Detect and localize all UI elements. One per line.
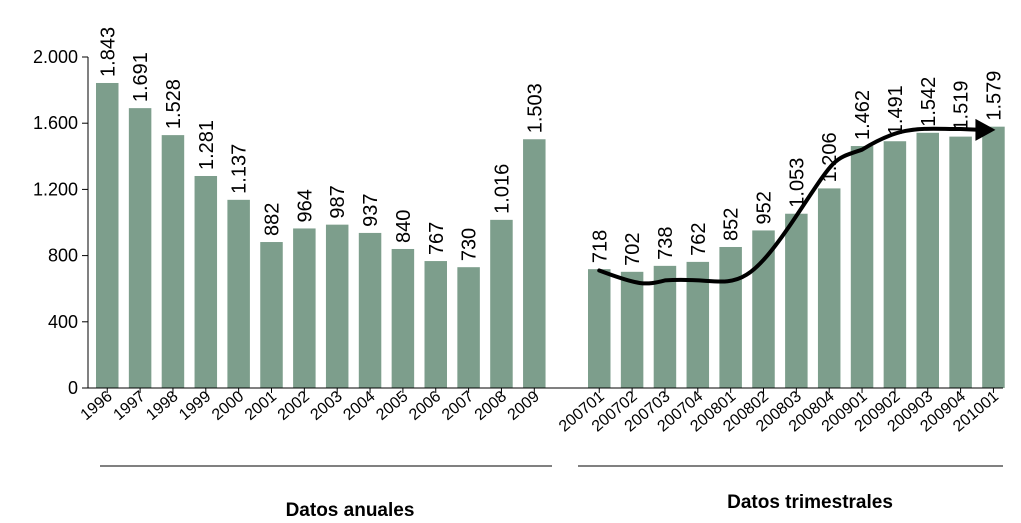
bar-value-label: 1.542 — [918, 77, 940, 127]
group-labels: Datos anuales Datos trimestrales — [100, 465, 1003, 521]
bar — [424, 261, 447, 388]
data-labels: 1.843 1.691 1.528 1.281 1.137 882 964 987 937 840… — [97, 27, 1005, 266]
bar — [391, 248, 415, 388]
x-category-label: 1997 — [110, 388, 148, 424]
bar — [982, 126, 1005, 388]
y-tick-label: 800 — [48, 246, 78, 266]
y-tick-label: 1.600 — [33, 113, 78, 133]
group-label: Datos anuales — [286, 500, 415, 521]
bar — [293, 228, 316, 388]
y-axis: 0 400 800 1.200 1.600 2.000 — [33, 47, 89, 398]
y-tick-label: 400 — [48, 312, 78, 332]
bar — [194, 175, 218, 388]
x-axis: 1996199719981999200020012002200320042005… — [78, 387, 1003, 435]
bar-value-label: 762 — [688, 223, 710, 256]
bar-value-label: 1.053 — [786, 158, 808, 208]
bar — [457, 267, 480, 388]
bar — [916, 132, 939, 388]
trend-annotation — [597, 118, 996, 286]
bar-value-label: 987 — [327, 185, 349, 218]
bar — [949, 136, 972, 388]
x-category-label: 2007 — [439, 388, 477, 424]
x-category-label: 1998 — [143, 388, 181, 424]
bar-value-label: 1.843 — [97, 27, 119, 77]
x-category-label: 2002 — [275, 388, 313, 424]
bar-value-label: 1.281 — [196, 120, 218, 170]
bar-value-label: 767 — [426, 222, 448, 255]
group-label: Datos trimestrales — [727, 492, 893, 513]
bar — [653, 265, 677, 388]
x-category-label: 2004 — [340, 388, 378, 424]
bar-value-label: 1.206 — [819, 132, 841, 182]
bar — [325, 224, 349, 388]
bar — [161, 135, 185, 388]
x-category-label: 2005 — [373, 388, 411, 424]
bar — [96, 82, 119, 389]
trend-arrow-head — [975, 118, 996, 141]
bar-value-label: 1.491 — [885, 85, 907, 135]
bar-value-label: 1.579 — [983, 71, 1005, 121]
bar-value-label: 702 — [622, 232, 644, 265]
bar — [523, 139, 546, 388]
trend-arrow-curve — [597, 126, 984, 286]
bar-value-label: 952 — [754, 191, 776, 224]
x-category-label: 1999 — [176, 388, 214, 424]
bar-value-label: 1.137 — [229, 144, 251, 194]
bar — [850, 146, 874, 388]
bar — [490, 219, 513, 388]
bar — [817, 188, 841, 388]
x-category-label: 2006 — [406, 388, 444, 424]
y-tick-label: 0 — [68, 378, 78, 398]
bar — [588, 269, 611, 388]
bar — [883, 141, 907, 388]
bar — [752, 230, 775, 388]
bar-value-label: 964 — [294, 189, 316, 222]
y-tick-label: 2.000 — [33, 47, 78, 67]
bar-value-label: 730 — [459, 228, 481, 261]
bar-value-label: 1.691 — [130, 52, 152, 102]
bar — [227, 199, 250, 388]
x-category-label: 2000 — [209, 388, 247, 424]
bar-value-label: 840 — [393, 210, 415, 243]
bar — [358, 232, 382, 388]
bar-value-label: 1.016 — [491, 164, 513, 214]
bar — [785, 213, 808, 388]
bar — [620, 271, 644, 388]
bars — [96, 82, 1005, 389]
bar-value-label: 1.528 — [163, 79, 185, 129]
bar — [260, 242, 283, 388]
bar-value-label: 1.519 — [951, 81, 973, 131]
bar — [719, 246, 742, 388]
bar-value-label: 738 — [655, 226, 677, 259]
bar-value-label: 718 — [589, 230, 611, 263]
bar-value-label: 1.462 — [852, 90, 874, 140]
bar — [128, 108, 152, 389]
x-category-label: 2009 — [505, 388, 543, 424]
bar-value-label: 1.503 — [524, 83, 546, 133]
y-tick-label: 1.200 — [33, 179, 78, 199]
bar-value-label: 852 — [721, 208, 743, 241]
bar — [686, 261, 710, 388]
bar-value-label: 937 — [360, 194, 382, 227]
bar-value-label: 882 — [262, 203, 284, 236]
x-category-label: 2001 — [242, 388, 280, 424]
x-category-label: 2008 — [472, 388, 510, 424]
x-category-label: 1996 — [78, 388, 116, 424]
x-category-label: 2003 — [308, 388, 346, 424]
